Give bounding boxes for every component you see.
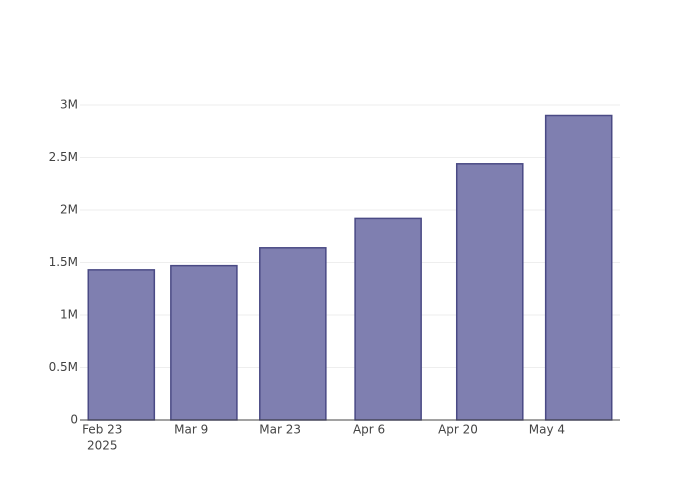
x-tick-label: Feb 23 <box>82 423 122 437</box>
x-tick-label: Mar 23 <box>259 423 301 437</box>
x-year-label: 2025 <box>87 439 118 453</box>
y-tick-label: 1M <box>60 308 78 322</box>
y-tick-label: 0.5M <box>49 360 78 374</box>
y-tick-label: 2.5M <box>49 150 78 164</box>
bar <box>354 217 422 421</box>
x-tick-label: Mar 9 <box>174 423 208 437</box>
y-tick-label: 3M <box>60 98 78 112</box>
x-tick-label: May 4 <box>529 423 565 437</box>
bar <box>259 247 327 421</box>
bar <box>170 264 238 421</box>
x-tick-label: Apr 6 <box>353 423 385 437</box>
y-tick-label: 2M <box>60 203 78 217</box>
bar <box>455 163 524 421</box>
bar <box>87 269 156 421</box>
y-tick-label: 1.5M <box>49 255 78 269</box>
x-tick-label: Apr 20 <box>438 423 478 437</box>
bar <box>544 114 613 421</box>
y-tick-label: 0 <box>70 413 78 427</box>
